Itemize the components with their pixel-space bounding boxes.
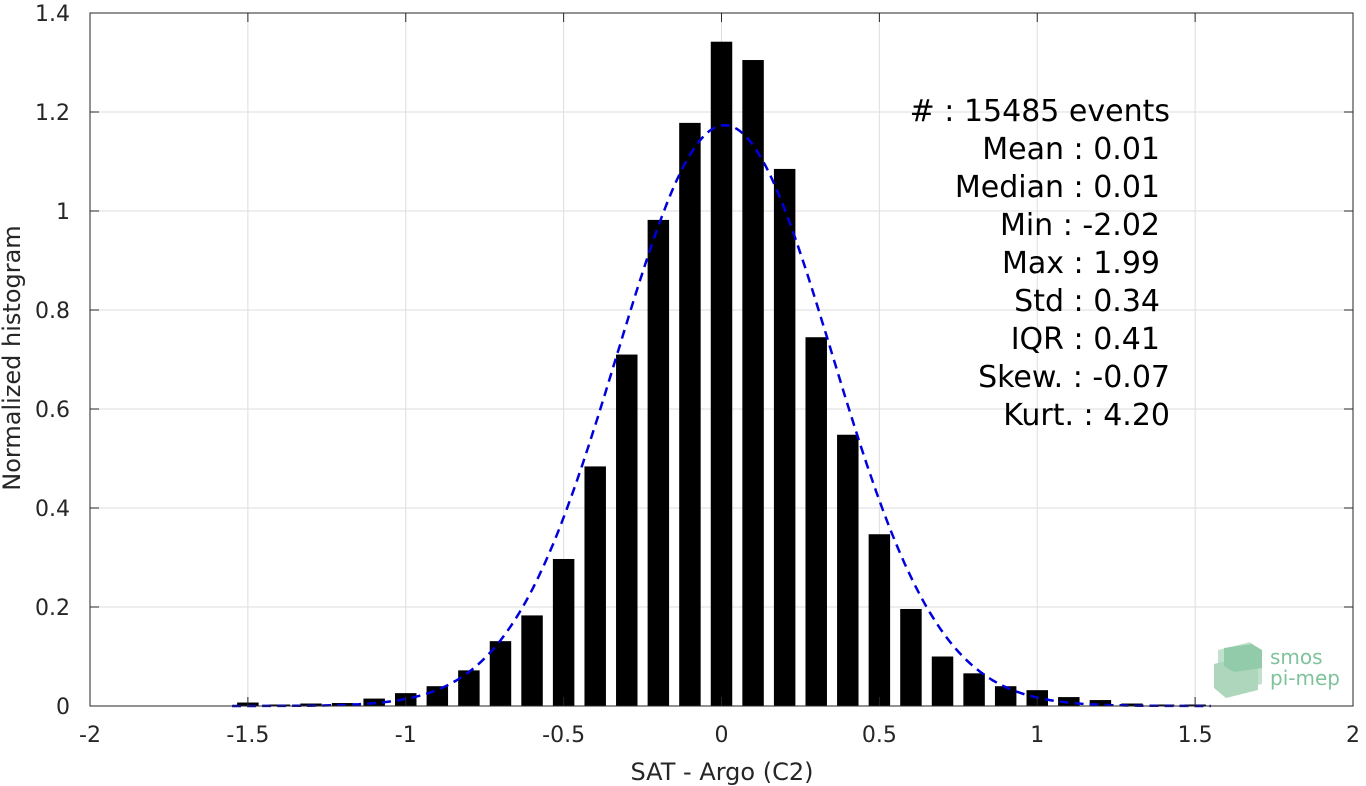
histogram-bar bbox=[1121, 703, 1143, 706]
histogram-bar bbox=[616, 354, 638, 706]
normal-fit-curve bbox=[232, 123, 1211, 708]
histogram-bar bbox=[1058, 697, 1080, 706]
stat-line: IQR : 0.41 bbox=[1011, 322, 1160, 357]
stat-line: Skew. : -0.07 bbox=[978, 360, 1170, 395]
histogram-bar bbox=[489, 641, 512, 706]
histogram-bar bbox=[900, 608, 922, 706]
stat-line: Median : 0.01 bbox=[955, 170, 1160, 205]
x-tick-label: 1 bbox=[1030, 723, 1044, 748]
x-tick-label: 1.5 bbox=[1178, 723, 1213, 748]
logo-mark-icon bbox=[1214, 642, 1262, 698]
logo-line-1: smos bbox=[1270, 645, 1323, 669]
histogram-bar bbox=[742, 60, 764, 706]
x-tick-label: -0.5 bbox=[542, 723, 585, 748]
histogram-bar bbox=[868, 534, 891, 706]
x-tick-label: 0.5 bbox=[862, 723, 897, 748]
x-tick-label: -2 bbox=[79, 723, 101, 748]
y-axis-ticks: 0 0.2 0.4 0.6 0.8 1 1.2 1.4 bbox=[35, 2, 1353, 720]
histogram-bar bbox=[1152, 704, 1175, 706]
y-tick-label: 0.8 bbox=[35, 299, 70, 324]
x-tick-label: -1.5 bbox=[226, 723, 269, 748]
y-tick-label: 1.4 bbox=[35, 2, 70, 27]
histogram-bar bbox=[552, 558, 575, 706]
histogram-bar bbox=[584, 466, 606, 706]
y-axis-label: Normalized histogram bbox=[0, 225, 26, 490]
histogram-bar bbox=[426, 686, 449, 706]
histogram-bar bbox=[963, 673, 985, 706]
x-tick-label: 0 bbox=[715, 723, 729, 748]
histogram-bar bbox=[458, 670, 480, 706]
bars bbox=[237, 41, 1206, 707]
stat-line: Min : -2.02 bbox=[1000, 208, 1160, 243]
logo-line-2: pi-mep bbox=[1270, 666, 1340, 690]
y-tick-label: 1.2 bbox=[35, 101, 70, 126]
histogram-bar bbox=[805, 337, 827, 706]
histogram-bar bbox=[521, 615, 543, 706]
histogram-bar bbox=[679, 122, 701, 706]
y-tick-label: 1 bbox=[56, 200, 70, 225]
stat-line: Std : 0.34 bbox=[1014, 284, 1160, 319]
histogram-bar bbox=[647, 219, 670, 706]
histogram-bar bbox=[773, 168, 796, 707]
smos-pi-mep-logo: smos pi-mep bbox=[1214, 642, 1340, 698]
y-tick-label: 0 bbox=[56, 695, 70, 720]
x-tick-label: 2 bbox=[1346, 723, 1360, 748]
histogram-bar bbox=[994, 686, 1017, 706]
y-tick-label: 0.6 bbox=[35, 398, 70, 423]
stat-line: # : 15485 events bbox=[910, 94, 1170, 129]
y-tick-label: 0.4 bbox=[35, 497, 70, 522]
histogram-bar bbox=[1089, 700, 1112, 706]
x-axis-label: SAT - Argo (C2) bbox=[631, 758, 814, 786]
x-axis-ticks: -2 -1.5 -1 -0.5 0 0.5 1 1.5 2 bbox=[79, 13, 1360, 748]
y-tick-label: 0.2 bbox=[35, 596, 70, 621]
histogram-bar bbox=[837, 434, 859, 706]
stat-line: Mean : 0.01 bbox=[982, 132, 1160, 167]
histogram-bar bbox=[931, 656, 954, 706]
stat-line: Kurt. : 4.20 bbox=[1003, 398, 1170, 433]
stat-line: Max : 1.99 bbox=[1002, 246, 1160, 281]
histogram-bar bbox=[710, 41, 733, 706]
x-tick-label: -1 bbox=[395, 723, 417, 748]
